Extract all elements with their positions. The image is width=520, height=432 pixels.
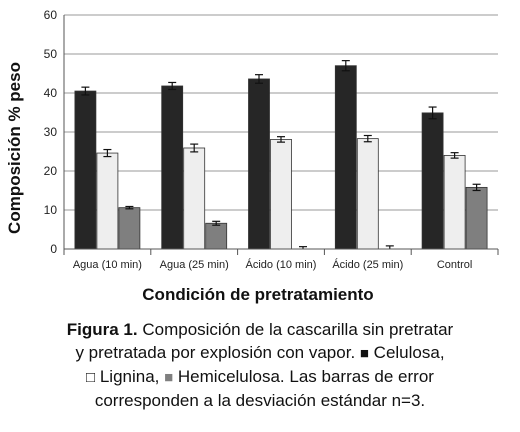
celulosa-legend-icon: ■ bbox=[359, 345, 369, 362]
bar-lignina bbox=[96, 152, 119, 250]
caption-line-2: y pretratada por explosión con vapor. ■ … bbox=[0, 341, 520, 365]
caption-text-1: Composición de la cascarilla sin pretrat… bbox=[137, 320, 454, 339]
caption-line-4: corresponden a la desviación estándar n=… bbox=[0, 389, 520, 412]
caption-line-1: Figura 1. Composición de la cascarilla s… bbox=[0, 318, 520, 341]
bar-celulosa bbox=[334, 65, 357, 250]
bar-hemicelulosa bbox=[205, 222, 228, 250]
y-tick-label: 40 bbox=[44, 86, 58, 100]
bar-celulosa bbox=[248, 78, 270, 250]
caption-text-4: corresponden a la desviación estándar n=… bbox=[94, 391, 426, 410]
x-tick-label: Ácido (10 min) bbox=[246, 258, 317, 271]
hemicelulosa-legend-icon: ■ bbox=[164, 369, 174, 386]
figure-caption: Figura 1. Composición de la cascarilla s… bbox=[0, 318, 520, 412]
caption-text-2b: Celulosa, bbox=[368, 343, 445, 362]
y-tick-label: 0 bbox=[50, 242, 57, 256]
bar-lignina bbox=[270, 139, 292, 250]
y-tick-label: 30 bbox=[44, 125, 58, 139]
bar-chart: 0 10 20 30 40 50 60 Agua (10 min) Agua (25 min) Á… bbox=[5, 8, 499, 304]
x-tick-label: Agua (10 min) bbox=[73, 259, 142, 271]
x-axis-title: Condición de pretratamiento bbox=[142, 285, 373, 304]
bars bbox=[74, 65, 488, 250]
caption-text-3b: Hemicelulosa. Las barras de error bbox=[173, 367, 434, 386]
y-axis-title: Composición % peso bbox=[5, 62, 24, 234]
bar-hemicelulosa bbox=[465, 186, 488, 250]
y-tick-label: 60 bbox=[44, 8, 58, 22]
y-tick-label: 10 bbox=[44, 203, 58, 217]
bar-celulosa bbox=[161, 85, 184, 250]
lignina-legend-icon: □ bbox=[86, 369, 96, 386]
caption-text-2a: y pretratada por explosión con vapor. bbox=[75, 343, 360, 362]
bar-celulosa bbox=[74, 90, 97, 250]
bar-lignina bbox=[443, 154, 466, 250]
caption-line-3: □ Lignina, ■ Hemicelulosa. Las barras de… bbox=[0, 365, 520, 389]
error-bars bbox=[81, 60, 481, 249]
x-tick-label: Control bbox=[437, 259, 472, 271]
caption-text-3: Lignina, bbox=[95, 367, 165, 386]
x-tick-label: Ácido (25 min) bbox=[332, 258, 403, 271]
x-tick-label: Agua (25 min) bbox=[160, 259, 229, 271]
bar-celulosa bbox=[421, 112, 444, 250]
bar-lignina bbox=[356, 138, 379, 250]
axis-labels: Composición % peso Condición de pretrata… bbox=[5, 62, 374, 304]
y-tick-label: 20 bbox=[44, 164, 58, 178]
axes: 0 10 20 30 40 50 60 Agua (10 min) Agua (25 min) Á… bbox=[44, 8, 499, 271]
bar-lignina bbox=[183, 147, 206, 250]
bar-hemicelulosa bbox=[118, 207, 141, 250]
figure-label: Figura 1. bbox=[66, 320, 138, 339]
y-tick-label: 50 bbox=[44, 47, 58, 61]
